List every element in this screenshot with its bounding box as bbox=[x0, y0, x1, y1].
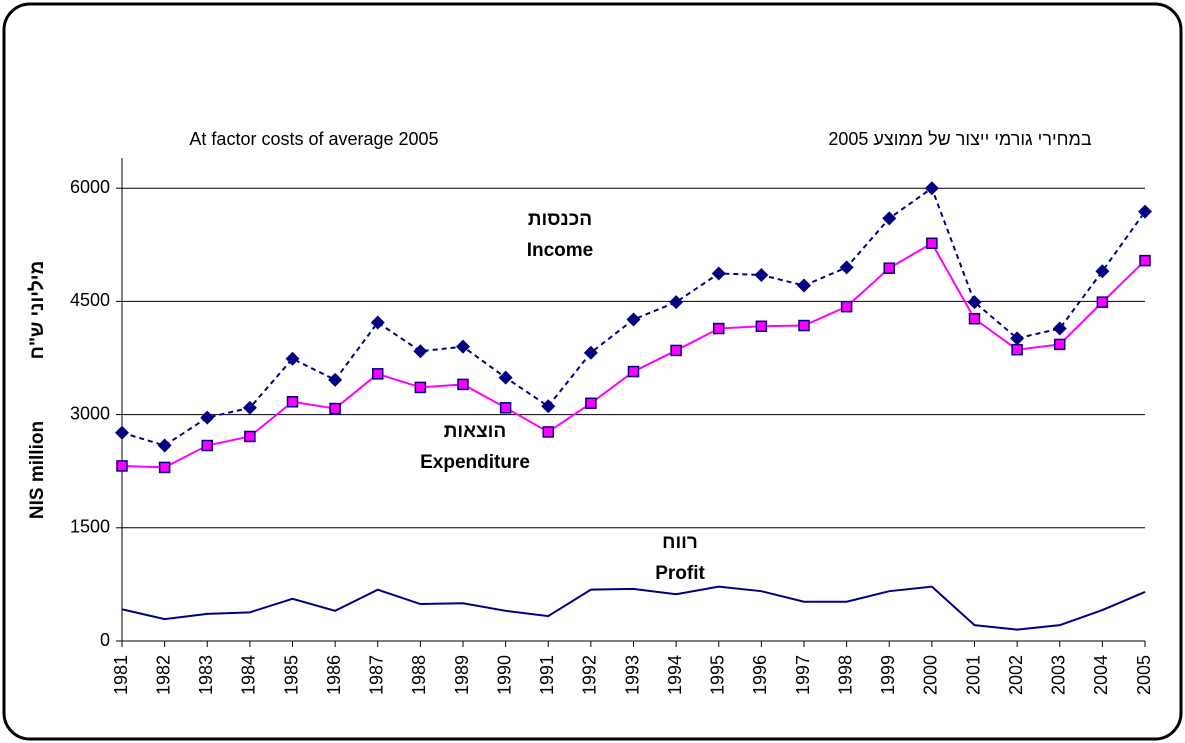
marker bbox=[285, 351, 300, 366]
series-label-he: רווח bbox=[662, 532, 698, 553]
y-axis-label-he: מיליוני ש"ח bbox=[27, 261, 48, 360]
x-tick-label: 1996 bbox=[750, 655, 770, 695]
marker bbox=[370, 315, 385, 330]
x-tick-label: 1990 bbox=[494, 655, 514, 695]
series-label: Profit bbox=[655, 563, 705, 584]
x-tick-label: 1981 bbox=[111, 655, 131, 695]
marker bbox=[200, 410, 215, 425]
y-tick-label: 1500 bbox=[70, 517, 110, 537]
x-tick-label: 1998 bbox=[835, 655, 855, 695]
x-tick-label: 1995 bbox=[708, 655, 728, 695]
x-tick-label: 1985 bbox=[281, 655, 301, 695]
marker bbox=[414, 381, 427, 394]
marker bbox=[968, 312, 981, 325]
marker bbox=[882, 211, 897, 226]
marker bbox=[115, 425, 129, 440]
x-tick-label: 1997 bbox=[793, 655, 813, 695]
marker bbox=[840, 300, 853, 313]
marker bbox=[158, 461, 171, 474]
series-label-he: הכנסות bbox=[528, 209, 592, 230]
x-tick-label: 1991 bbox=[537, 655, 557, 695]
y-tick-label: 6000 bbox=[70, 177, 110, 197]
x-tick-label: 1987 bbox=[367, 655, 387, 695]
y-axis-label: NIS million bbox=[27, 421, 48, 519]
marker bbox=[457, 378, 469, 391]
marker bbox=[797, 278, 811, 293]
marker bbox=[499, 402, 512, 414]
marker bbox=[967, 295, 982, 310]
marker bbox=[116, 460, 128, 472]
marker bbox=[498, 370, 513, 385]
marker bbox=[244, 430, 256, 443]
marker bbox=[883, 262, 895, 274]
marker bbox=[456, 339, 470, 354]
marker bbox=[926, 237, 938, 250]
marker bbox=[413, 344, 428, 359]
y-tick-label: 4500 bbox=[70, 290, 110, 310]
series-line bbox=[121, 585, 1146, 631]
series-label: Expenditure bbox=[420, 452, 530, 473]
subtitle-left: At factor costs of average 2005 bbox=[189, 129, 438, 149]
marker bbox=[754, 267, 769, 282]
x-tick-label: 2003 bbox=[1049, 655, 1069, 695]
y-tick-label: 3000 bbox=[70, 403, 110, 423]
marker bbox=[1096, 296, 1109, 308]
marker bbox=[627, 365, 640, 378]
x-tick-label: 1993 bbox=[622, 655, 642, 695]
x-tick-label: 2004 bbox=[1091, 655, 1111, 695]
marker bbox=[798, 319, 810, 332]
marker bbox=[755, 320, 768, 333]
marker bbox=[1139, 254, 1151, 267]
x-tick-label: 1983 bbox=[196, 655, 216, 695]
marker bbox=[1010, 331, 1025, 346]
y-tick-label: 0 bbox=[100, 630, 110, 650]
marker bbox=[626, 312, 641, 327]
marker bbox=[839, 260, 854, 275]
marker bbox=[1054, 338, 1066, 351]
marker bbox=[1052, 321, 1067, 336]
x-tick-label: 1988 bbox=[409, 655, 429, 695]
marker bbox=[329, 402, 341, 415]
x-tick-label: 1982 bbox=[153, 655, 173, 695]
marker bbox=[711, 266, 726, 281]
marker bbox=[924, 181, 939, 196]
x-tick-label: 1992 bbox=[580, 655, 600, 695]
x-tick-label: 1999 bbox=[878, 655, 898, 695]
x-tick-label: 2005 bbox=[1134, 655, 1154, 695]
x-tick-label: 1984 bbox=[239, 655, 259, 695]
marker bbox=[1095, 264, 1110, 279]
x-tick-label: 1989 bbox=[452, 655, 472, 695]
marker bbox=[1011, 343, 1023, 356]
marker bbox=[328, 372, 343, 387]
series-label: Income bbox=[527, 240, 594, 261]
marker bbox=[670, 344, 682, 357]
marker bbox=[542, 426, 554, 438]
marker bbox=[157, 438, 172, 453]
x-tick-label: 2001 bbox=[963, 655, 983, 695]
x-tick-label: 1994 bbox=[665, 655, 685, 695]
x-tick-label: 1986 bbox=[324, 655, 344, 695]
marker bbox=[372, 368, 384, 380]
subtitle-right: במחירי גורמי ייצור של ממוצע 2005 bbox=[828, 129, 1091, 149]
marker bbox=[585, 397, 597, 410]
x-tick-label: 2000 bbox=[921, 655, 941, 695]
marker bbox=[201, 439, 213, 452]
marker bbox=[669, 295, 684, 310]
marker bbox=[713, 322, 725, 335]
marker bbox=[286, 396, 299, 408]
marker bbox=[242, 400, 257, 415]
marker bbox=[583, 345, 598, 360]
marker bbox=[541, 399, 556, 414]
series-label-he: הוצאות bbox=[444, 421, 506, 442]
x-tick-label: 2002 bbox=[1006, 655, 1026, 695]
marker bbox=[1138, 204, 1152, 219]
